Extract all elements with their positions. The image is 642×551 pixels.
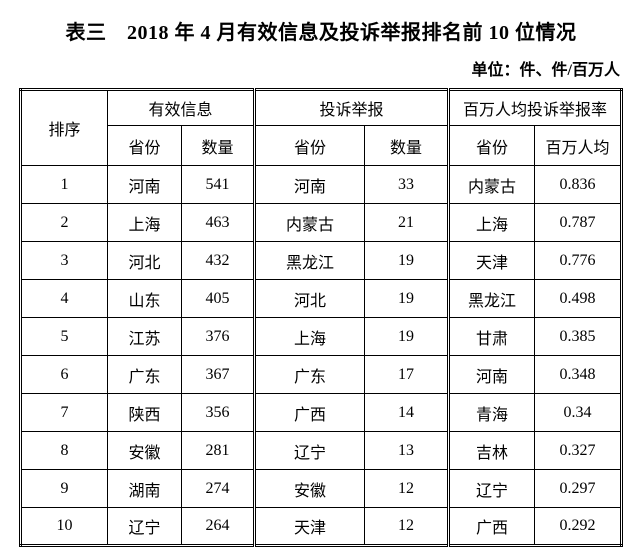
rank-cell: 2 — [20, 203, 108, 242]
table-row: 3 河北 432 黑龙江 19 天津 0.776 — [20, 241, 623, 280]
subheader-complaint-province: 省份 — [253, 125, 366, 166]
rank-cell: 7 — [20, 393, 108, 432]
complaint-count-cell: 19 — [364, 241, 450, 280]
rate-province-cell: 广西 — [447, 507, 536, 546]
rank-cell: 9 — [20, 469, 108, 508]
valid-province-cell: 山东 — [107, 279, 182, 318]
complaint-province-cell: 河南 — [253, 165, 366, 204]
rate-value-cell: 0.327 — [534, 431, 623, 470]
rate-value-cell: 0.297 — [534, 469, 623, 508]
valid-province-cell: 广东 — [107, 355, 182, 394]
table-row: 6 广东 367 广东 17 河南 0.348 — [20, 355, 623, 394]
rank-cell: 8 — [20, 431, 108, 470]
rate-province-cell: 天津 — [447, 241, 536, 280]
valid-count-cell: 463 — [180, 203, 256, 242]
table-header: 排序 有效信息 投诉举报 百万人均投诉举报率 省份 数量 省份 数量 省份 百万… — [20, 89, 623, 166]
valid-count-cell: 356 — [180, 393, 256, 432]
table-row: 5 江苏 376 上海 19 甘肃 0.385 — [20, 317, 623, 356]
valid-count-cell: 405 — [180, 279, 256, 318]
complaint-province-cell: 安徽 — [253, 469, 366, 508]
rate-province-cell: 吉林 — [447, 431, 536, 470]
complaint-province-cell: 广东 — [253, 355, 366, 394]
unit-note: 单位：件、件/百万人 — [471, 62, 620, 79]
rate-value-cell: 0.787 — [534, 203, 623, 242]
header-rank: 排序 — [20, 89, 108, 166]
complaint-count-cell: 33 — [364, 165, 450, 204]
table-row: 8 安徽 281 辽宁 13 吉林 0.327 — [20, 431, 623, 470]
table-body: 1 河南 541 河南 33 内蒙古 0.836 2 上海 463 内蒙古 21… — [20, 165, 623, 546]
complaint-count-cell: 19 — [364, 279, 450, 318]
rate-province-cell: 黑龙江 — [447, 279, 536, 318]
valid-count-cell: 541 — [180, 165, 256, 204]
complaint-province-cell: 辽宁 — [253, 431, 366, 470]
table-row: 4 山东 405 河北 19 黑龙江 0.498 — [20, 279, 623, 318]
header-group-valid-info: 有效信息 — [106, 89, 256, 126]
complaint-province-cell: 黑龙江 — [253, 241, 366, 280]
complaint-count-cell: 12 — [364, 507, 450, 546]
header-group-rate: 百万人均投诉举报率 — [447, 89, 623, 126]
rate-value-cell: 0.292 — [534, 507, 623, 546]
subheader-complaint-count: 数量 — [364, 125, 450, 166]
valid-province-cell: 陕西 — [107, 393, 182, 432]
rank-cell: 10 — [20, 507, 108, 546]
valid-province-cell: 河北 — [107, 241, 182, 280]
subheader-rate-value: 百万人均 — [534, 125, 623, 166]
rate-province-cell: 内蒙古 — [447, 165, 536, 204]
complaint-province-cell: 内蒙古 — [253, 203, 366, 242]
valid-count-cell: 376 — [180, 317, 256, 356]
table-row: 1 河南 541 河南 33 内蒙古 0.836 — [20, 165, 623, 204]
valid-province-cell: 江苏 — [107, 317, 182, 356]
complaint-province-cell: 上海 — [253, 317, 366, 356]
complaint-province-cell: 天津 — [253, 507, 366, 546]
subheader-valid-province: 省份 — [107, 125, 182, 166]
rate-value-cell: 0.34 — [534, 393, 623, 432]
complaint-count-cell: 19 — [364, 317, 450, 356]
rank-cell: 3 — [20, 241, 108, 280]
rank-cell: 6 — [20, 355, 108, 394]
rate-province-cell: 辽宁 — [447, 469, 536, 508]
rate-province-cell: 河南 — [447, 355, 536, 394]
subheader-rate-province: 省份 — [447, 125, 536, 166]
rate-value-cell: 0.776 — [534, 241, 623, 280]
rate-value-cell: 0.385 — [534, 317, 623, 356]
rate-province-cell: 上海 — [447, 203, 536, 242]
header-group-complaints: 投诉举报 — [253, 89, 450, 126]
ranking-table: 排序 有效信息 投诉举报 百万人均投诉举报率 省份 数量 省份 数量 省份 百万… — [19, 88, 624, 547]
complaint-count-cell: 13 — [364, 431, 450, 470]
valid-province-cell: 河南 — [107, 165, 182, 204]
rate-value-cell: 0.348 — [534, 355, 623, 394]
rank-cell: 4 — [20, 279, 108, 318]
complaint-count-cell: 14 — [364, 393, 450, 432]
valid-count-cell: 264 — [180, 507, 256, 546]
rate-value-cell: 0.836 — [534, 165, 623, 204]
valid-province-cell: 辽宁 — [107, 507, 182, 546]
valid-count-cell: 367 — [180, 355, 256, 394]
rank-cell: 5 — [20, 317, 108, 356]
complaint-count-cell: 12 — [364, 469, 450, 508]
valid-count-cell: 281 — [180, 431, 256, 470]
subheader-valid-count: 数量 — [180, 125, 256, 166]
table-row: 7 陕西 356 广西 14 青海 0.34 — [20, 393, 623, 432]
complaint-province-cell: 广西 — [253, 393, 366, 432]
table-row: 2 上海 463 内蒙古 21 上海 0.787 — [20, 203, 623, 242]
valid-count-cell: 274 — [180, 469, 256, 508]
page-title: 表三 2018 年 4 月有效信息及投诉举报排名前 10 位情况 — [65, 22, 577, 44]
rate-province-cell: 甘肃 — [447, 317, 536, 356]
table-row: 10 辽宁 264 天津 12 广西 0.292 — [20, 507, 623, 546]
valid-count-cell: 432 — [180, 241, 256, 280]
valid-province-cell: 上海 — [107, 203, 182, 242]
valid-province-cell: 安徽 — [107, 431, 182, 470]
rank-cell: 1 — [20, 165, 108, 204]
rate-value-cell: 0.498 — [534, 279, 623, 318]
complaint-province-cell: 河北 — [253, 279, 366, 318]
complaint-count-cell: 21 — [364, 203, 450, 242]
table-row: 9 湖南 274 安徽 12 辽宁 0.297 — [20, 469, 623, 508]
valid-province-cell: 湖南 — [107, 469, 182, 508]
rate-province-cell: 青海 — [447, 393, 536, 432]
complaint-count-cell: 17 — [364, 355, 450, 394]
